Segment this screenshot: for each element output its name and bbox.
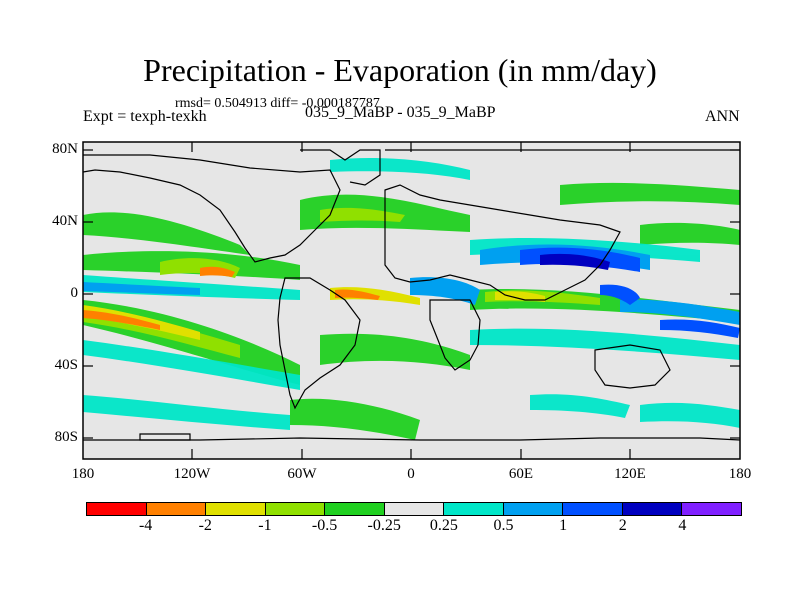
colorbar-label-2: -1	[258, 517, 272, 534]
lat-label-40s: 40S	[54, 357, 78, 373]
colorbar-box-7	[503, 503, 564, 515]
colorbar-label-9: 4	[678, 517, 687, 534]
colorbar-label-8: 2	[618, 517, 627, 534]
lon-label-60w: 60W	[287, 466, 317, 482]
colorbar-box-10	[682, 503, 742, 515]
colorbar-label-4: -0.25	[367, 517, 401, 534]
colorbar-box-9	[622, 503, 683, 515]
experiment-label: Expt = texph-texkh	[83, 108, 207, 125]
lon-label-0: 0	[407, 466, 415, 482]
colorbar-label-0: -4	[138, 517, 153, 534]
season-label: ANN	[705, 108, 740, 125]
colorbar-box-4	[325, 503, 385, 515]
stats-text: rmsd= 0.504913 diff= -0.000187787	[175, 96, 380, 111]
lon-label-180w: 180	[71, 466, 95, 482]
colorbar-box-1	[146, 503, 207, 515]
colorbar-label-1: -2	[198, 517, 212, 534]
colorbar-box-8	[563, 503, 623, 515]
lon-label-60e: 60E	[508, 466, 534, 482]
lat-label-40n: 40N	[52, 213, 78, 229]
lat-label-80n: 80N	[52, 141, 78, 157]
colorbar-label-6: 0.5	[493, 517, 514, 534]
lon-label-120w: 120W	[173, 466, 211, 482]
lon-label-180e: 180	[728, 466, 752, 482]
colorbar-box-5	[384, 503, 445, 515]
colorbar	[86, 502, 742, 516]
colorbar-label-3: -0.5	[311, 517, 338, 534]
colorbar-box-3	[265, 503, 326, 515]
colorbar-label-7: 1	[559, 517, 568, 534]
map-title: Precipitation - Evaporation (in mm/day)	[143, 52, 657, 88]
lat-label-80s: 80S	[54, 429, 78, 445]
colorbar-box-6	[444, 503, 504, 515]
case-label: 035_9_MaBP - 035_9_MaBP	[305, 104, 496, 121]
colorbar-box-2	[206, 503, 266, 515]
lat-label-0: 0	[70, 285, 79, 301]
lon-label-120e: 120E	[614, 466, 646, 482]
colorbar-box-0	[87, 503, 147, 515]
colorbar-label-5: 0.25	[429, 517, 458, 534]
